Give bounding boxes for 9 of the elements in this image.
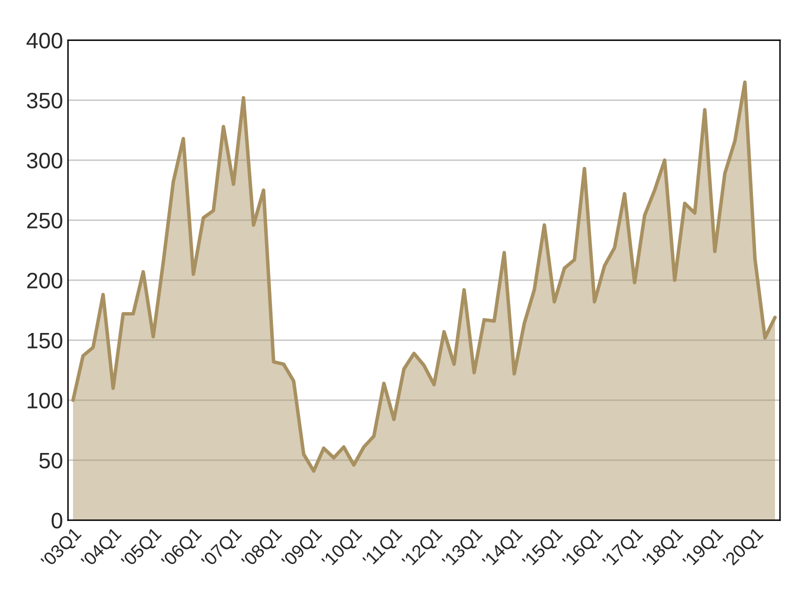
y-tick-label: 50	[39, 452, 62, 468]
y-tick-label: 400	[26, 32, 62, 48]
y-tick-label: 250	[27, 212, 62, 228]
y-tick-label: 0	[52, 512, 62, 528]
y-tick-label: 150	[28, 332, 62, 348]
y-tick-label: 100	[28, 392, 62, 408]
y-tick-label: 300	[26, 152, 62, 168]
y-tick-label: 350	[26, 92, 62, 108]
y-tick-label: 200	[27, 272, 62, 288]
